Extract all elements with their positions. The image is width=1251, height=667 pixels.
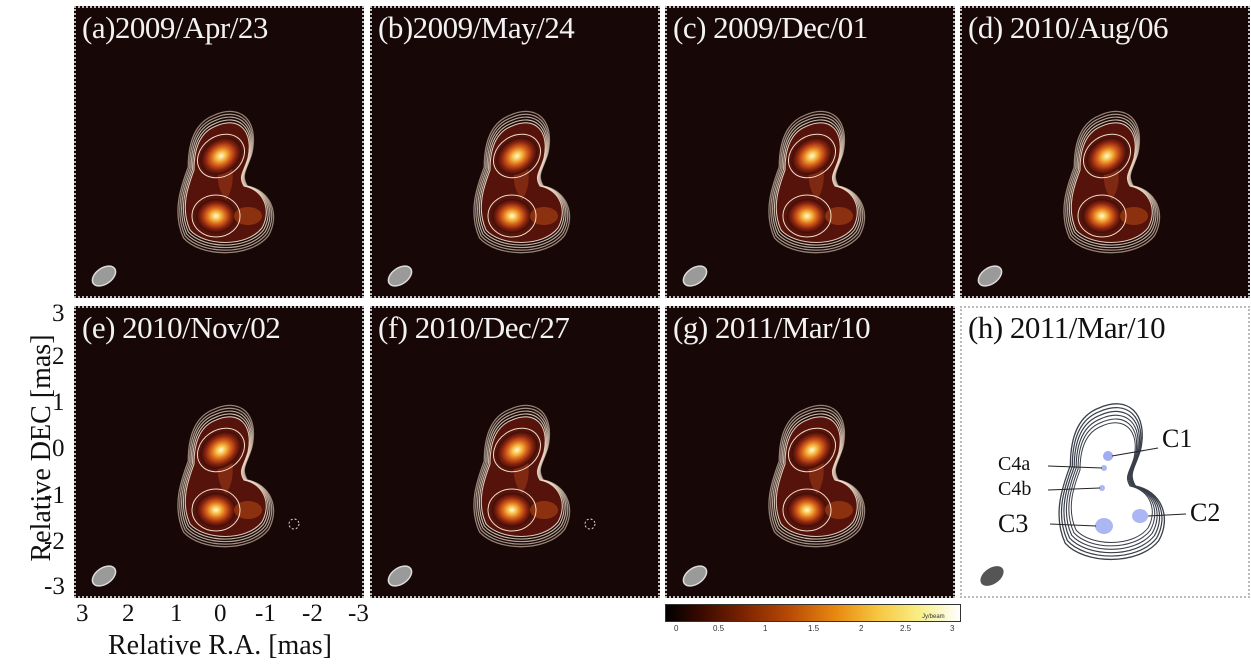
x-tick: 0 (214, 600, 227, 627)
y-tick: -1 (44, 482, 65, 509)
colorbar-tick: 2.5 (900, 624, 912, 633)
x-axis-label: Relative R.A. [mas] (108, 630, 332, 661)
source-image (977, 110, 1161, 287)
source-image (387, 110, 571, 287)
panel-h: (h) 2011/Mar/10 C1 C4a C4b C3 C2 (960, 306, 1250, 598)
y-tick: 0 (52, 435, 65, 462)
colorbar-tick: 1.5 (808, 624, 820, 633)
colorbar-tick: 1 (763, 624, 768, 633)
colorbar-tick: 0.5 (713, 624, 725, 633)
x-tick: 2 (122, 600, 135, 627)
source-image (682, 404, 866, 587)
source-image (91, 110, 275, 287)
panel-b: (b)2009/May/24 (370, 6, 660, 298)
source-image (682, 110, 866, 287)
panel-e: (e) 2010/Nov/02 (74, 306, 364, 598)
x-tick: -1 (255, 600, 276, 627)
component-label-c1: C1 (1162, 424, 1193, 453)
panel-title: (d) 2010/Aug/06 (968, 10, 1169, 45)
panel-g: (g) 2011/Mar/10 (665, 306, 955, 598)
panel-d: (d) 2010/Aug/06 (960, 6, 1250, 298)
colorbar-unit: Jy/beam (922, 614, 945, 620)
component-map (980, 403, 1187, 586)
colorbar-tick: 3 (950, 624, 955, 633)
colorbar (665, 604, 961, 622)
y-tick: 1 (52, 389, 65, 416)
component-label-c4b: C4b (998, 478, 1032, 500)
panel-title: (g) 2011/Mar/10 (673, 310, 871, 345)
x-tick: -2 (302, 600, 323, 627)
component-label-c4a: C4a (998, 453, 1031, 475)
panel-title: (h) 2011/Mar/10 (968, 310, 1166, 345)
panel-c: (c) 2009/Dec/01 (665, 6, 955, 298)
panel-title: (a)2009/Apr/23 (82, 10, 268, 45)
colorbar-tick: 0 (674, 624, 679, 633)
x-tick: 3 (76, 600, 89, 627)
y-tick: -3 (44, 573, 65, 600)
y-tick: 3 (52, 300, 65, 327)
panel-f: (f) 2010/Dec/27 (370, 306, 660, 598)
panel-title: (b)2009/May/24 (378, 10, 575, 45)
panel-title: (f) 2010/Dec/27 (378, 310, 570, 345)
y-tick: 2 (52, 343, 65, 370)
panel-a: (a)2009/Apr/23 (74, 6, 364, 298)
panel-title: (e) 2010/Nov/02 (82, 310, 281, 345)
component-label-c3: C3 (998, 509, 1029, 538)
x-tick: -3 (348, 600, 369, 627)
x-tick: 1 (170, 600, 183, 627)
panel-title: (c) 2009/Dec/01 (673, 10, 868, 45)
colorbar-tick: 2 (859, 624, 864, 633)
y-tick: -2 (44, 528, 65, 555)
source-image (387, 404, 596, 587)
component-label-c2: C2 (1190, 498, 1221, 527)
source-image (91, 404, 300, 587)
